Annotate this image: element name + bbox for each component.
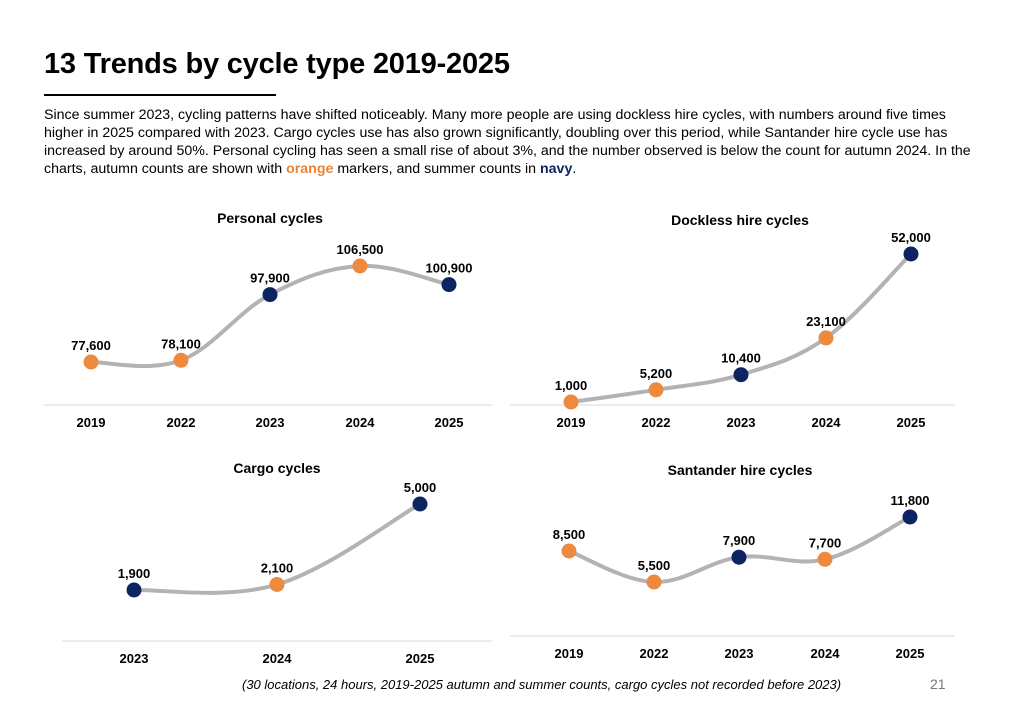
page-title: 13 Trends by cycle type 2019-2025 — [44, 48, 510, 80]
title-underline — [44, 94, 276, 96]
cargo-cycles-label-2025: 5,000 — [404, 480, 437, 495]
santander-hire-cycles-tick-2024: 2024 — [811, 646, 841, 661]
santander-hire-cycles-point-2025 — [902, 509, 918, 525]
santander-hire-cycles-point-2024 — [817, 551, 833, 567]
intro-navy-word: navy — [540, 161, 573, 177]
dockless-hire-cycles-title: Dockless hire cycles — [671, 212, 809, 228]
cargo-cycles-tick-2024: 2024 — [263, 651, 293, 666]
personal-cycles-tick-2025: 2025 — [435, 415, 464, 430]
intro-text-3: . — [572, 161, 577, 177]
cargo-cycles-label-2024: 2,100 — [261, 561, 294, 576]
dockless-hire-cycles-label-2023: 10,400 — [721, 351, 761, 366]
personal-cycles-label-2023: 97,900 — [250, 271, 290, 286]
santander-hire-cycles-title: Santander hire cycles — [668, 462, 813, 478]
dockless-hire-cycles-tick-2023: 2023 — [727, 415, 756, 430]
cargo-cycles-tick-2025: 2025 — [406, 651, 435, 666]
cargo-cycles-point-2023 — [126, 582, 142, 598]
personal-cycles-title: Personal cycles — [217, 210, 323, 226]
dockless-hire-cycles-label-2024: 23,100 — [806, 314, 846, 329]
dockless-hire-cycles-point-2019 — [563, 394, 579, 410]
santander-hire-cycles-tick-2025: 2025 — [896, 646, 925, 661]
page-number: 21 — [930, 676, 946, 692]
cargo-cycles-tick-2023: 2023 — [120, 651, 149, 666]
personal-cycles-tick-2019: 2019 — [77, 415, 106, 430]
personal-cycles-point-2025 — [441, 277, 457, 293]
footnote: (30 locations, 24 hours, 2019-2025 autum… — [242, 677, 842, 692]
personal-cycles-tick-2024: 2024 — [346, 415, 376, 430]
dockless-hire-cycles-label-2022: 5,200 — [640, 366, 673, 381]
santander-hire-cycles-point-2019 — [561, 543, 577, 559]
personal-cycles-label-2022: 78,100 — [161, 336, 201, 351]
santander-hire-cycles-series-line — [567, 515, 912, 585]
dockless-hire-cycles-tick-2024: 2024 — [812, 415, 842, 430]
santander-hire-cycles-label-2019: 8,500 — [553, 527, 586, 542]
santander-hire-cycles-label-2024: 7,700 — [809, 535, 842, 550]
santander-hire-cycles-label-2025: 11,800 — [890, 493, 929, 508]
dockless-hire-cycles-label-2025: 52,000 — [891, 230, 931, 245]
dockless-hire-cycles-point-2022 — [648, 382, 664, 398]
intro-text-1: Since summer 2023, cycling patterns have… — [44, 107, 971, 177]
santander-hire-cycles-label-2023: 7,900 — [723, 533, 756, 548]
dockless-hire-cycles-tick-2025: 2025 — [897, 415, 926, 430]
cargo-cycles-point-2024 — [269, 577, 285, 592]
intro-text-2: markers, and summer counts in — [333, 161, 540, 177]
personal-cycles-tick-2023: 2023 — [256, 415, 285, 430]
intro-paragraph: Since summer 2023, cycling patterns have… — [44, 106, 989, 178]
personal-cycles-point-2023 — [262, 287, 278, 303]
dockless-hire-cycles-tick-2022: 2022 — [642, 415, 671, 430]
santander-hire-cycles-point-2023 — [731, 549, 747, 565]
dockless-hire-cycles-label-2019: 1,000 — [555, 378, 588, 393]
personal-cycles-tick-2022: 2022 — [167, 415, 196, 430]
cargo-cycles-point-2025 — [412, 496, 428, 512]
personal-cycles-point-2019 — [83, 354, 99, 370]
personal-cycles-point-2022 — [173, 352, 189, 368]
santander-hire-cycles-tick-2023: 2023 — [725, 646, 754, 661]
personal-cycles-label-2019: 77,600 — [71, 338, 111, 353]
intro-orange-word: orange — [286, 161, 334, 177]
santander-hire-cycles-tick-2022: 2022 — [640, 646, 669, 661]
dockless-hire-cycles-point-2023 — [733, 367, 749, 383]
personal-cycles-label-2025: 100,900 — [426, 261, 473, 276]
santander-hire-cycles-tick-2019: 2019 — [555, 646, 584, 661]
personal-cycles-label-2024: 106,500 — [337, 242, 384, 257]
dockless-hire-cycles-point-2024 — [818, 330, 834, 346]
cargo-cycles-label-2023: 1,900 — [118, 566, 151, 581]
santander-hire-cycles-point-2022 — [646, 574, 662, 590]
dockless-hire-cycles-tick-2019: 2019 — [557, 415, 586, 430]
cargo-cycles-title: Cargo cycles — [233, 460, 320, 476]
dockless-hire-cycles-point-2025 — [903, 246, 919, 262]
santander-hire-cycles-label-2022: 5,500 — [638, 558, 671, 573]
personal-cycles-point-2024 — [352, 258, 368, 274]
